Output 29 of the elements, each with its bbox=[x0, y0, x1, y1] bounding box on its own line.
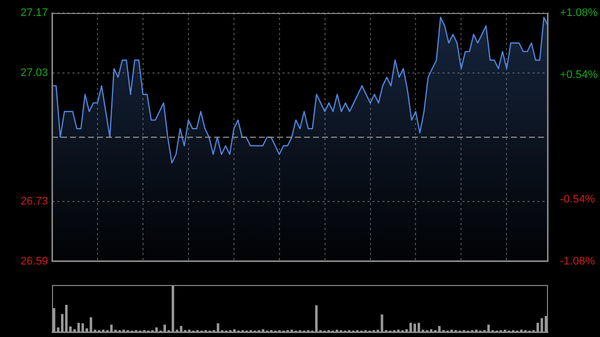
y-tick-label: 26.59 bbox=[20, 255, 48, 268]
bar bbox=[90, 317, 92, 332]
bar bbox=[77, 322, 80, 332]
bar bbox=[172, 286, 174, 332]
bar bbox=[544, 316, 548, 332]
bar bbox=[82, 323, 84, 332]
bar bbox=[52, 308, 56, 332]
bar bbox=[438, 326, 441, 332]
y2-tick-label: +1.08% bbox=[560, 7, 598, 20]
y-tick-label: 27.17 bbox=[20, 7, 48, 20]
bar bbox=[418, 322, 420, 332]
y2-tick-label: -0.54% bbox=[560, 193, 596, 206]
bar bbox=[315, 305, 318, 332]
bar bbox=[409, 322, 412, 332]
bar bbox=[487, 324, 490, 332]
bar bbox=[262, 329, 264, 332]
bar bbox=[414, 324, 416, 332]
bar bbox=[540, 318, 544, 332]
bar bbox=[164, 324, 166, 332]
bar bbox=[180, 326, 182, 332]
bar bbox=[155, 327, 158, 332]
y2-tick-label: -1.08% bbox=[560, 255, 596, 268]
y-tick-label: 27.03 bbox=[20, 66, 48, 79]
y2-tick-label: +0.54% bbox=[560, 69, 598, 82]
bar bbox=[110, 324, 113, 332]
bar bbox=[65, 304, 68, 332]
bar bbox=[233, 329, 236, 332]
bar bbox=[430, 329, 432, 332]
y-tick-label: 26.73 bbox=[20, 195, 48, 208]
